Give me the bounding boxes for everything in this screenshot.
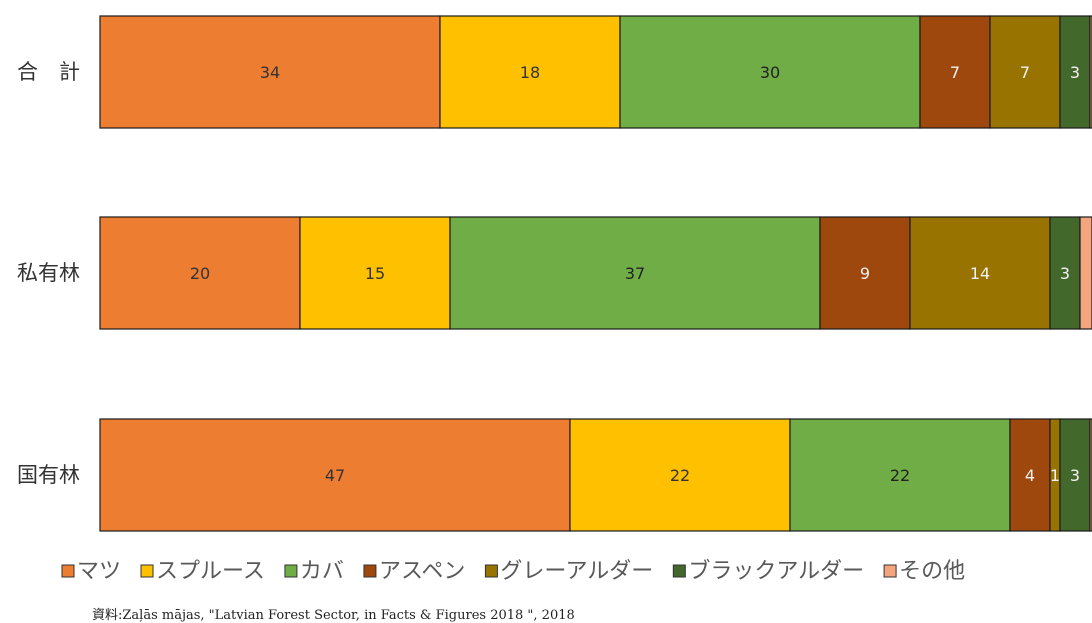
data-label: 15 (365, 264, 385, 283)
bar-segment (1049, 216, 1081, 330)
bar-segment (1009, 418, 1051, 532)
legend-label: グレーアルダー (500, 559, 653, 584)
category-label: 合 計 (17, 60, 80, 84)
legend-swatch (672, 564, 686, 578)
bar-segment (1089, 418, 1092, 532)
legend-swatch (883, 564, 897, 578)
data-label: 22 (670, 466, 690, 485)
data-label: 3 (1060, 264, 1070, 283)
data-label: 3 (1070, 466, 1080, 485)
bar-segment (439, 15, 621, 129)
bar-segment (1079, 216, 1092, 330)
category-label: 国有林 (17, 463, 80, 487)
bar-segment (99, 216, 301, 330)
legend-label: スプルース (156, 559, 265, 584)
data-label: 7 (950, 63, 960, 82)
legend-swatch (140, 564, 154, 578)
data-label: 1 (1050, 466, 1060, 485)
legend-swatch (363, 564, 377, 578)
data-label: 22 (890, 466, 910, 485)
category-label: 私有林 (17, 261, 80, 285)
bar-segment (449, 216, 821, 330)
legend-label: アスペン (379, 559, 465, 584)
legend-label: ブラックアルダー (688, 559, 864, 584)
bars-group: 34 18 30 7 7 320 15 37 9 14 347 22 22 4 1 3 (99, 15, 1092, 532)
bar-segment (1089, 15, 1092, 129)
data-label: 34 (260, 63, 280, 82)
legend: マツ スプルース カバ アスペン グレーアルダー ブラックアルダー その他 (61, 559, 965, 584)
bar-segment (909, 216, 1051, 330)
data-label: 9 (860, 264, 870, 283)
data-label: 7 (1020, 63, 1030, 82)
legend-label: その他 (899, 559, 965, 584)
bar-segment (1059, 15, 1091, 129)
data-label: 47 (325, 466, 345, 485)
bar-segment (789, 418, 1011, 532)
bar-segment (989, 15, 1061, 129)
bar-segment (299, 216, 451, 330)
data-label: 37 (625, 264, 645, 283)
legend-label: マツ (77, 559, 121, 584)
bar-segment (569, 418, 791, 532)
legend-swatch (61, 564, 75, 578)
bar-segment (99, 418, 571, 532)
data-label: 20 (190, 264, 210, 283)
bar-segment (99, 15, 441, 129)
source-note: 資料:Zaļās mājas, "Latvian Forest Sector, … (92, 608, 575, 623)
data-label: 14 (970, 264, 990, 283)
data-label: 3 (1070, 63, 1080, 82)
legend-swatch (484, 564, 498, 578)
bar-segment (919, 15, 991, 129)
bar-segment (1059, 418, 1091, 532)
data-label: 4 (1025, 466, 1035, 485)
bar-segment (819, 216, 911, 330)
bar-segment (619, 15, 921, 129)
legend-label: カバ (300, 559, 344, 584)
legend-swatch (284, 564, 298, 578)
data-label: 30 (760, 63, 780, 82)
data-label: 18 (520, 63, 540, 82)
